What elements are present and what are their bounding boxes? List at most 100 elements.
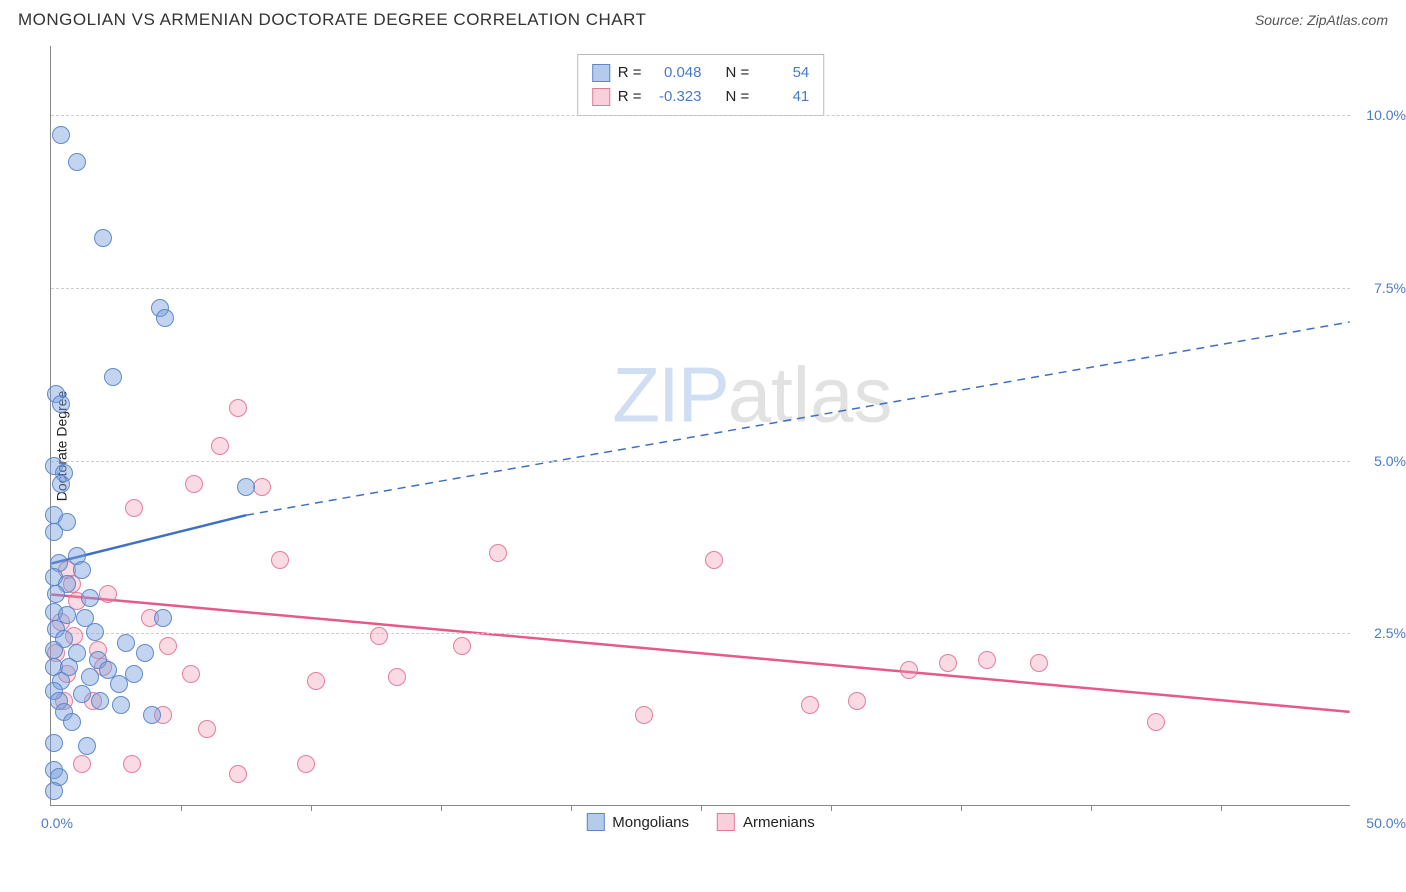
scatter-point-mongolians — [136, 644, 154, 662]
swatch-blue-icon — [592, 64, 610, 82]
scatter-point-mongolians — [81, 589, 99, 607]
swatch-blue-icon — [586, 813, 604, 831]
stat-r-label: R = — [618, 85, 642, 109]
scatter-point-mongolians — [86, 623, 104, 641]
scatter-point-armenians — [185, 475, 203, 493]
scatter-point-mongolians — [63, 713, 81, 731]
gridline — [51, 461, 1350, 462]
scatter-point-mongolians — [45, 641, 63, 659]
scatter-point-mongolians — [47, 585, 65, 603]
scatter-point-armenians — [198, 720, 216, 738]
x-tick — [181, 805, 182, 811]
x-tick — [961, 805, 962, 811]
scatter-point-armenians — [489, 544, 507, 562]
stat-n-label: N = — [726, 61, 750, 85]
scatter-point-armenians — [159, 637, 177, 655]
scatter-point-mongolians — [68, 153, 86, 171]
plot-region: ZIPatlas R = 0.048 N = 54 R = -0.323 N =… — [50, 46, 1350, 806]
y-tick-label: 7.5% — [1356, 280, 1406, 296]
scatter-point-mongolians — [45, 782, 63, 800]
scatter-point-armenians — [73, 755, 91, 773]
scatter-point-armenians — [297, 755, 315, 773]
x-tick — [571, 805, 572, 811]
scatter-point-mongolians — [52, 395, 70, 413]
x-tick — [1221, 805, 1222, 811]
scatter-point-armenians — [978, 651, 996, 669]
scatter-point-armenians — [182, 665, 200, 683]
x-tick — [441, 805, 442, 811]
scatter-point-mongolians — [154, 609, 172, 627]
scatter-point-armenians — [1147, 713, 1165, 731]
scatter-point-mongolians — [125, 665, 143, 683]
stat-r-label: R = — [618, 61, 642, 85]
scatter-point-armenians — [307, 672, 325, 690]
x-tick — [701, 805, 702, 811]
scatter-point-armenians — [271, 551, 289, 569]
y-tick-label: 2.5% — [1356, 625, 1406, 641]
scatter-point-mongolians — [52, 475, 70, 493]
scatter-point-mongolians — [73, 561, 91, 579]
gridline — [51, 633, 1350, 634]
stat-n-value-armenians: 41 — [757, 85, 809, 109]
legend-label-armenians: Armenians — [743, 814, 815, 831]
scatter-point-armenians — [123, 755, 141, 773]
x-tick — [1091, 805, 1092, 811]
gridline — [51, 115, 1350, 116]
x-axis-max-label: 50.0% — [1356, 815, 1406, 831]
scatter-point-mongolians — [45, 523, 63, 541]
scatter-point-mongolians — [237, 478, 255, 496]
scatter-point-mongolians — [143, 706, 161, 724]
scatter-point-armenians — [370, 627, 388, 645]
scatter-point-armenians — [900, 661, 918, 679]
watermark-atlas: atlas — [728, 351, 893, 439]
scatter-point-mongolians — [156, 309, 174, 327]
chart-area: ZIPatlas R = 0.048 N = 54 R = -0.323 N =… — [50, 46, 1390, 836]
scatter-point-mongolians — [94, 229, 112, 247]
scatter-point-armenians — [635, 706, 653, 724]
scatter-point-armenians — [801, 696, 819, 714]
scatter-point-mongolians — [91, 692, 109, 710]
watermark-zip: ZIP — [612, 351, 727, 439]
legend-item-armenians: Armenians — [717, 813, 815, 831]
swatch-pink-icon — [592, 88, 610, 106]
scatter-point-armenians — [453, 637, 471, 655]
scatter-point-armenians — [848, 692, 866, 710]
scatter-point-armenians — [1030, 654, 1048, 672]
stat-n-label: N = — [726, 85, 750, 109]
stat-r-value-armenians: -0.323 — [650, 85, 702, 109]
scatter-point-mongolians — [73, 685, 91, 703]
scatter-point-mongolians — [104, 368, 122, 386]
x-tick — [311, 805, 312, 811]
y-tick-label: 10.0% — [1356, 107, 1406, 123]
x-axis-min-label: 0.0% — [41, 815, 73, 831]
scatter-point-armenians — [125, 499, 143, 517]
y-tick-label: 5.0% — [1356, 453, 1406, 469]
scatter-point-mongolians — [78, 737, 96, 755]
legend-item-mongolians: Mongolians — [586, 813, 689, 831]
swatch-pink-icon — [717, 813, 735, 831]
trend-lines-layer — [51, 46, 1350, 805]
chart-title: MONGOLIAN VS ARMENIAN DOCTORATE DEGREE C… — [18, 10, 646, 30]
scatter-point-armenians — [229, 765, 247, 783]
legend-label-mongolians: Mongolians — [612, 814, 689, 831]
watermark: ZIPatlas — [612, 350, 892, 441]
scatter-point-armenians — [388, 668, 406, 686]
scatter-point-mongolians — [110, 675, 128, 693]
scatter-point-mongolians — [112, 696, 130, 714]
scatter-point-mongolians — [52, 126, 70, 144]
scatter-point-armenians — [229, 399, 247, 417]
gridline — [51, 288, 1350, 289]
legend: Mongolians Armenians — [586, 813, 814, 831]
stats-row-armenians: R = -0.323 N = 41 — [592, 85, 810, 109]
stat-n-value-mongolians: 54 — [757, 61, 809, 85]
scatter-point-armenians — [99, 585, 117, 603]
chart-source: Source: ZipAtlas.com — [1255, 12, 1388, 28]
scatter-point-mongolians — [117, 634, 135, 652]
scatter-point-armenians — [211, 437, 229, 455]
x-tick — [831, 805, 832, 811]
stats-box: R = 0.048 N = 54 R = -0.323 N = 41 — [577, 54, 825, 116]
stats-row-mongolians: R = 0.048 N = 54 — [592, 61, 810, 85]
scatter-point-armenians — [705, 551, 723, 569]
scatter-point-mongolians — [45, 734, 63, 752]
scatter-point-mongolians — [81, 668, 99, 686]
